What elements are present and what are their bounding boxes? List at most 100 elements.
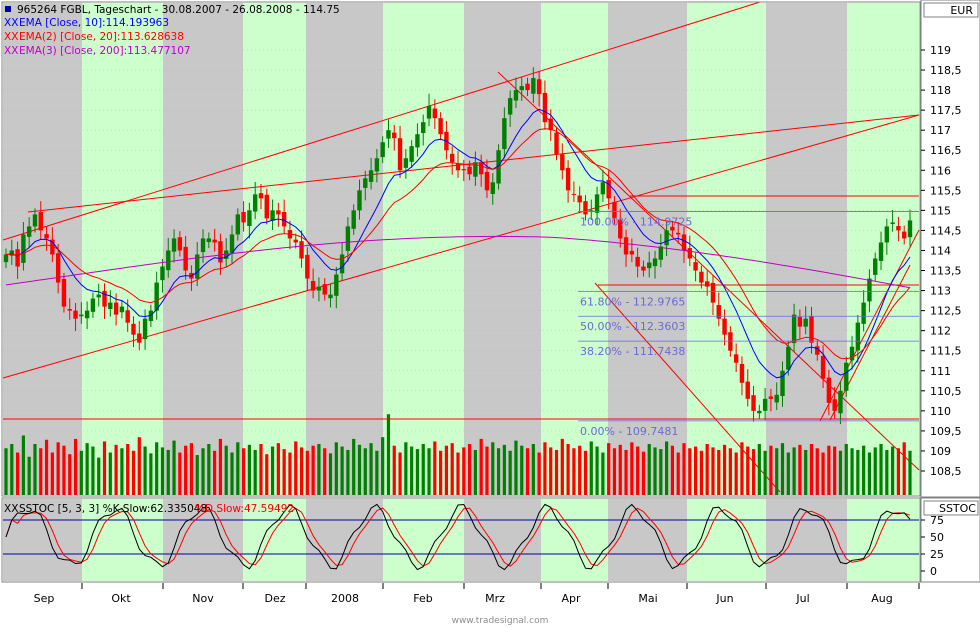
candle-body <box>386 130 391 139</box>
candle-body <box>351 210 356 229</box>
candle-body <box>652 258 658 267</box>
volume-bar <box>56 442 60 495</box>
x-axis-bg <box>0 583 980 627</box>
candle-body <box>125 310 130 323</box>
candle-body <box>815 346 820 355</box>
volume-bar <box>357 444 362 495</box>
candle-body <box>826 377 832 403</box>
legend-ema20-marker: XX <box>4 31 18 43</box>
candle-body <box>699 271 704 283</box>
volume-bar <box>398 452 402 495</box>
candle-body <box>9 250 14 256</box>
stoch-month-band <box>766 499 847 581</box>
volume-bar <box>108 452 112 495</box>
candle-body <box>276 210 281 215</box>
volume-bar <box>722 444 727 495</box>
month-band <box>82 3 163 495</box>
candle-body <box>803 318 808 327</box>
candle-body <box>490 182 495 194</box>
candle-body <box>67 309 72 311</box>
volume-bar <box>189 443 194 495</box>
volume-bar <box>73 438 78 495</box>
chart-title: 965264 FGBL, Tageschart - 30.08.2007 - 2… <box>17 4 340 16</box>
candle-body <box>484 171 490 191</box>
volume-bar <box>270 446 275 495</box>
stoch-month-band <box>847 499 919 581</box>
candle-body <box>44 234 49 239</box>
candle-body <box>21 234 26 263</box>
candle-body <box>878 242 884 261</box>
month-band <box>306 3 383 495</box>
y-tick-label: 116,5 <box>930 144 962 157</box>
volume-bar <box>352 438 356 495</box>
volume-bar <box>305 450 309 495</box>
x-tick-label: Nov <box>192 592 214 605</box>
stoch-y-tick-label: 0 <box>930 565 937 578</box>
x-tick-label: Mai <box>638 592 657 605</box>
volume-bar <box>879 444 883 495</box>
candle-body <box>415 134 420 148</box>
x-tick-label: Apr <box>561 592 581 605</box>
volume-bar <box>143 446 147 495</box>
candle-body <box>50 239 55 255</box>
volume-bar <box>4 448 8 495</box>
volume-bar <box>479 438 483 495</box>
volume-bar <box>491 442 495 495</box>
volume-bar <box>299 447 304 495</box>
candle-body <box>380 142 385 158</box>
volume-bar <box>241 448 246 495</box>
y-tick-label: 112,5 <box>930 305 962 318</box>
candle-body <box>583 201 588 215</box>
candle-body <box>589 210 594 212</box>
volume-bar <box>120 448 124 495</box>
candle-body <box>676 232 681 235</box>
volume-bar <box>653 447 657 495</box>
candle-body <box>363 178 368 188</box>
volume-bar <box>537 452 541 495</box>
fibo-label: 61.80% - 112.9765 <box>580 295 685 308</box>
volume-bar <box>815 448 819 495</box>
candle-body <box>902 231 907 239</box>
y-tick-label: 111 <box>930 365 951 378</box>
volume-bar <box>97 457 101 495</box>
month-band <box>541 3 608 495</box>
volume-bars <box>3 414 919 495</box>
legend-ema200-marker: XX <box>4 45 18 57</box>
candle-body <box>571 193 577 195</box>
volume-bar <box>201 448 205 495</box>
volume-bar <box>149 453 153 495</box>
volume-bar <box>137 437 141 495</box>
volume-bar <box>224 445 228 495</box>
ema10-line <box>5 108 911 379</box>
volume-bar <box>641 451 646 495</box>
volume-bar <box>908 450 912 495</box>
candle-body <box>536 79 542 95</box>
candle-body <box>374 158 380 172</box>
candle-body <box>73 310 78 319</box>
lower-channel-line <box>2 114 920 379</box>
candle-body <box>641 266 646 271</box>
volume-bar <box>798 444 802 495</box>
legend-ema10-marker: XX <box>4 17 18 29</box>
x-tick-label: Aug <box>871 592 892 605</box>
y-tick-label: 111,5 <box>930 345 962 358</box>
sstoc-axis-label: SSTOC <box>939 502 976 515</box>
y-tick-label: 115 <box>930 204 951 217</box>
candle-body <box>531 78 536 94</box>
candle-body <box>235 214 240 235</box>
candle-body <box>258 193 264 199</box>
y-tick-label: 117 <box>930 124 951 137</box>
volume-bar <box>699 450 703 495</box>
candle-body <box>270 210 275 221</box>
currency-label: EUR <box>950 4 973 17</box>
candle-body <box>316 286 322 291</box>
x-tick-label: Jul <box>795 592 809 605</box>
candle-body <box>409 146 414 162</box>
stoch-month-band <box>464 499 541 581</box>
volume-bar <box>902 442 906 495</box>
candle-body <box>322 284 327 295</box>
legend-ema20: EMA(2) [Close, 20]:113.628638 <box>19 31 184 43</box>
candle-body <box>252 194 258 212</box>
candle-body <box>305 254 310 279</box>
